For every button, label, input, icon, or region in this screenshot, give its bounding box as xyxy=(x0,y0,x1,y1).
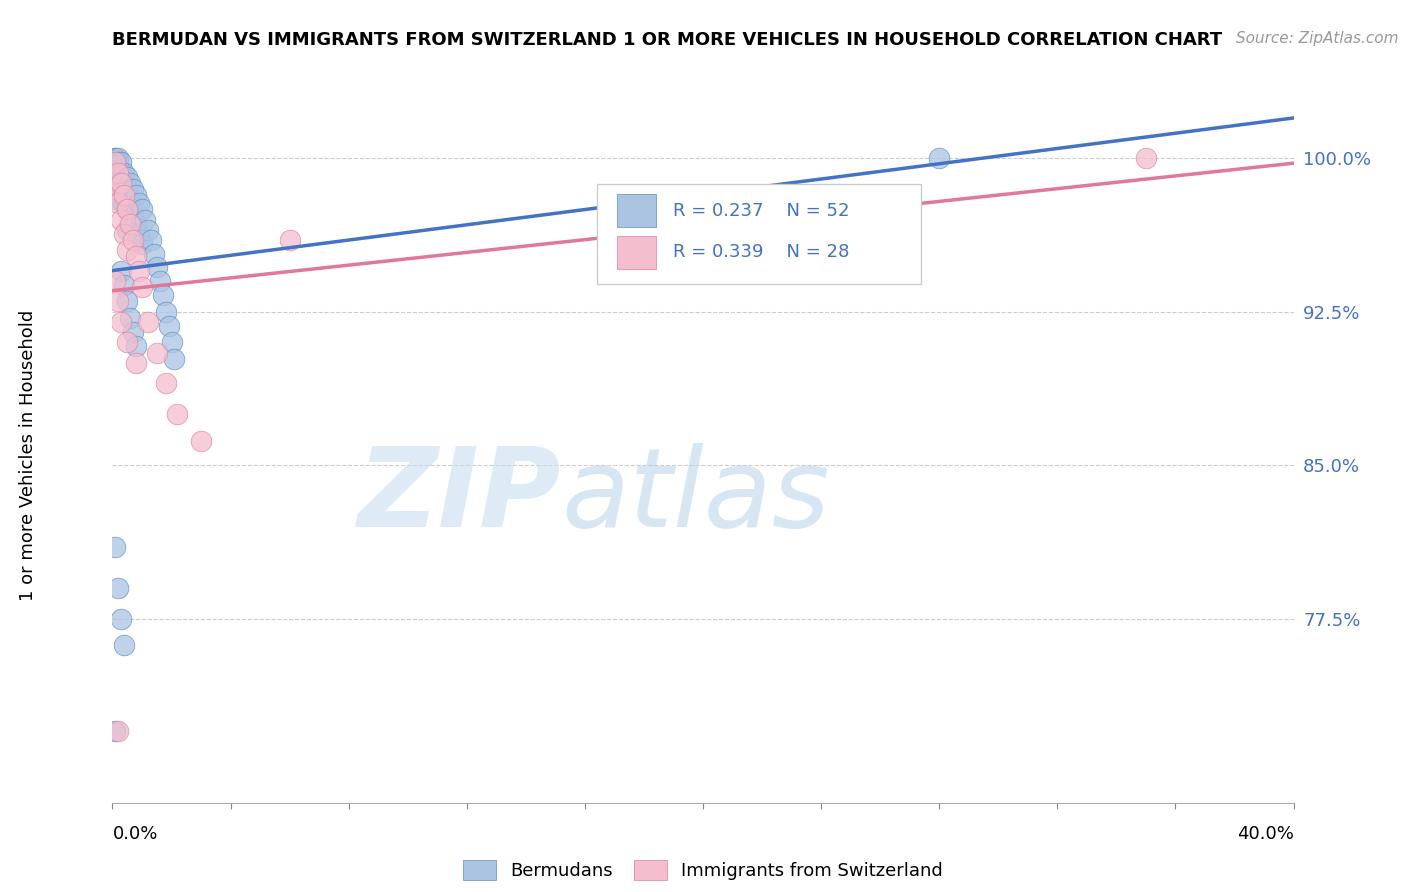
Point xyxy=(157,318,180,333)
Point xyxy=(112,227,135,241)
Point xyxy=(107,165,129,179)
Point xyxy=(110,155,132,169)
Point xyxy=(104,151,127,165)
Text: 40.0%: 40.0% xyxy=(1237,825,1294,843)
Text: R = 0.237    N = 52: R = 0.237 N = 52 xyxy=(673,202,851,219)
Point xyxy=(110,264,132,278)
Point xyxy=(104,151,127,165)
Point xyxy=(117,294,138,309)
FancyBboxPatch shape xyxy=(617,194,655,227)
Point xyxy=(125,217,148,231)
Point xyxy=(117,169,138,184)
Point xyxy=(149,274,172,288)
Point xyxy=(163,351,186,366)
Point xyxy=(117,202,138,217)
Point xyxy=(112,165,135,179)
Point xyxy=(112,278,135,293)
Point xyxy=(104,540,127,554)
Text: ZIP: ZIP xyxy=(357,443,561,550)
Point xyxy=(117,182,138,196)
Point xyxy=(112,196,135,211)
Point xyxy=(125,339,148,353)
Text: atlas: atlas xyxy=(561,443,830,550)
Point xyxy=(131,202,153,217)
Point xyxy=(107,196,129,211)
Point xyxy=(166,407,188,421)
Point xyxy=(110,192,132,206)
Point xyxy=(110,315,132,329)
Text: R = 0.339    N = 28: R = 0.339 N = 28 xyxy=(673,244,849,261)
Point xyxy=(104,155,127,169)
Legend: Bermudans, Immigrants from Switzerland: Bermudans, Immigrants from Switzerland xyxy=(456,853,950,888)
Point xyxy=(190,434,212,448)
Point xyxy=(131,280,153,294)
Point xyxy=(152,288,174,302)
Point xyxy=(104,192,127,206)
FancyBboxPatch shape xyxy=(596,184,921,285)
Point xyxy=(112,638,135,652)
Point xyxy=(112,178,135,192)
Point xyxy=(125,249,148,263)
Point xyxy=(120,217,142,231)
FancyBboxPatch shape xyxy=(617,235,655,269)
Text: 1 or more Vehicles in Household: 1 or more Vehicles in Household xyxy=(20,310,37,600)
Text: Source: ZipAtlas.com: Source: ZipAtlas.com xyxy=(1236,31,1399,46)
Point xyxy=(128,196,150,211)
Point xyxy=(107,182,129,196)
Point xyxy=(134,212,156,227)
Point xyxy=(107,724,129,739)
Point xyxy=(122,206,145,220)
Point xyxy=(142,247,165,261)
Point xyxy=(120,310,142,325)
Point xyxy=(110,212,132,227)
Point xyxy=(122,325,145,339)
Point xyxy=(110,178,132,192)
Point xyxy=(104,171,127,186)
Point xyxy=(117,335,138,350)
Point xyxy=(160,335,183,350)
Point xyxy=(139,233,162,247)
Point xyxy=(117,223,138,237)
Point xyxy=(136,223,159,237)
Point xyxy=(104,724,127,739)
Point xyxy=(110,612,132,626)
Point xyxy=(107,168,129,182)
Point xyxy=(110,165,132,179)
Point xyxy=(120,176,142,190)
Point xyxy=(278,233,301,247)
Point xyxy=(128,264,150,278)
Point xyxy=(122,182,145,196)
Point xyxy=(107,581,129,595)
Point xyxy=(107,294,129,309)
Point xyxy=(128,227,150,241)
Point xyxy=(155,376,177,391)
Point xyxy=(107,151,129,165)
Point xyxy=(125,356,148,370)
Point xyxy=(117,244,138,258)
Point xyxy=(104,274,127,288)
Point xyxy=(136,315,159,329)
Point xyxy=(928,151,950,165)
Point xyxy=(125,188,148,202)
Point xyxy=(131,237,153,252)
Point xyxy=(120,196,142,211)
Text: BERMUDAN VS IMMIGRANTS FROM SWITZERLAND 1 OR MORE VEHICLES IN HOUSEHOLD CORRELAT: BERMUDAN VS IMMIGRANTS FROM SWITZERLAND … xyxy=(112,31,1223,49)
Point xyxy=(104,182,127,196)
Point xyxy=(112,188,135,202)
Point xyxy=(122,233,145,247)
Point xyxy=(107,155,129,169)
Point xyxy=(155,304,177,318)
Point xyxy=(146,345,169,359)
Point xyxy=(117,202,138,217)
Point xyxy=(146,260,169,274)
Point xyxy=(110,176,132,190)
Text: 0.0%: 0.0% xyxy=(112,825,157,843)
Point xyxy=(1135,151,1157,165)
